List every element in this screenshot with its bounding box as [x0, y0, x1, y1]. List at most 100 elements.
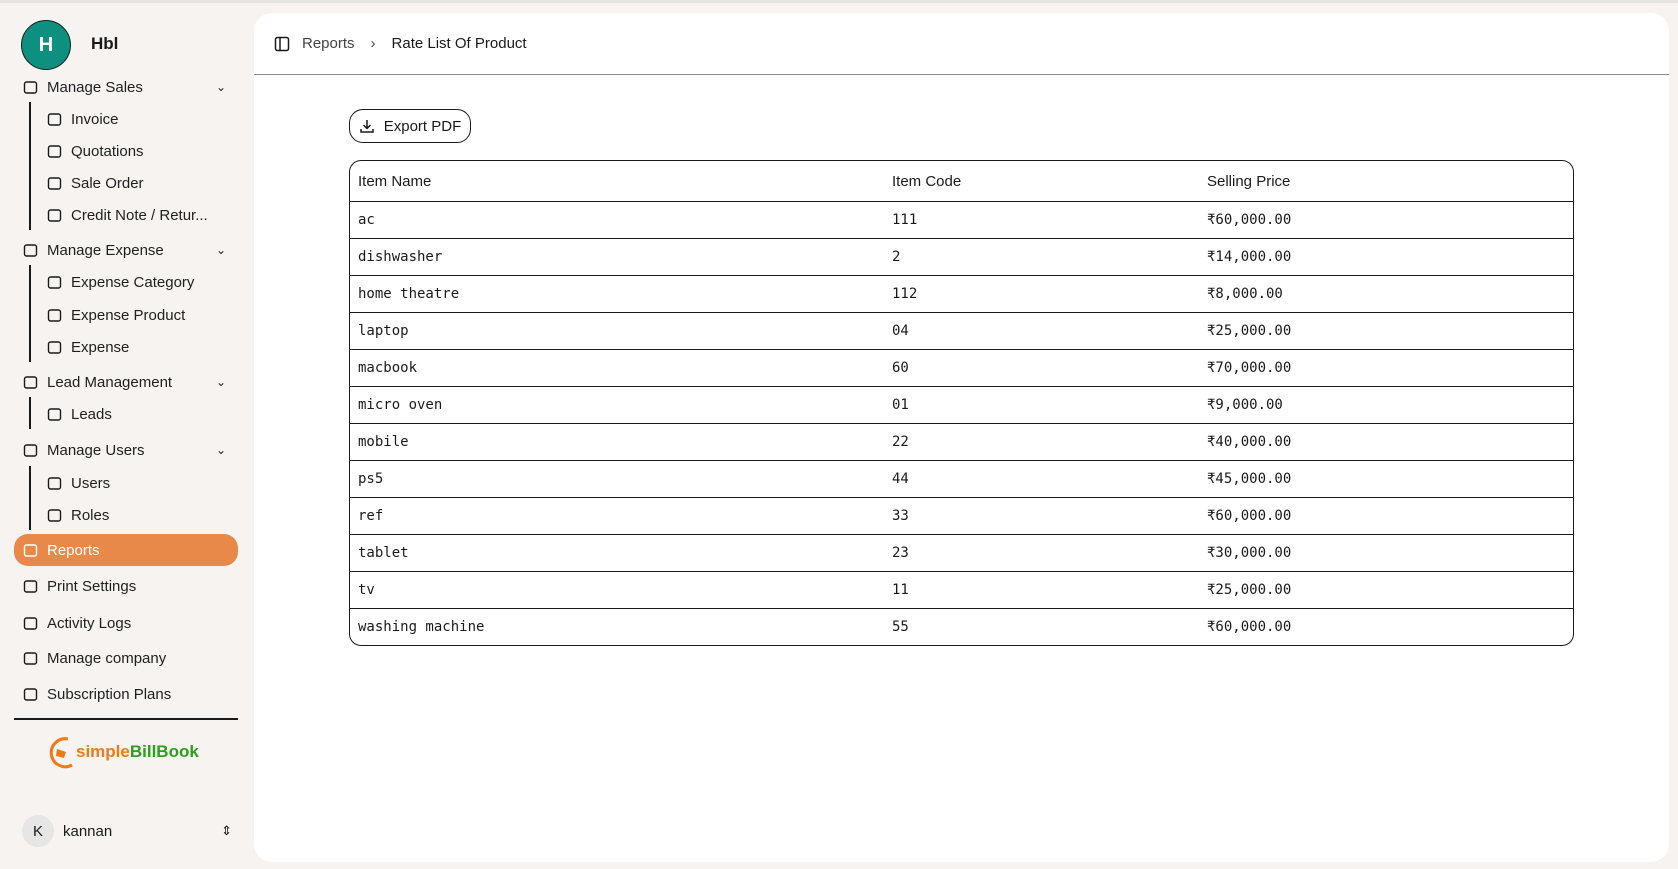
cell-item-code: 60 [892, 360, 909, 376]
sidebar-item-manage-users[interactable]: Manage Users ⌄ [14, 434, 238, 466]
logo-text-billbook: BillBook [129, 742, 199, 761]
cell-item-name: macbook [358, 360, 418, 376]
export-pdf-button[interactable]: Export PDF [349, 109, 471, 143]
sidebar-item-label: Leads [71, 405, 112, 423]
cell-item-name: home theatre [358, 286, 460, 302]
chevron-down-icon[interactable]: ⌄ [215, 243, 226, 257]
rupee-circle-icon [22, 79, 38, 95]
chevron-right-icon: › [370, 35, 376, 52]
credit-card-icon [22, 686, 38, 702]
cell-item-code: 23 [892, 545, 909, 561]
sidebar-item-expense-product[interactable]: Expense Product [38, 299, 238, 331]
sidebar-item-leads[interactable]: Leads [38, 398, 238, 430]
cell-item-name: tablet [358, 545, 409, 561]
sidebar-item-quotations[interactable]: Quotations [38, 135, 238, 167]
sidebar-item-label: Manage Sales [47, 78, 143, 96]
cell-item-code: 112 [892, 286, 918, 302]
sidebar-item-print-settings[interactable]: Print Settings [14, 570, 238, 602]
download-icon [359, 120, 374, 133]
cell-selling-price: ₹60,000.00 [1207, 619, 1292, 635]
sidebar-item-label: Manage Users [47, 441, 145, 459]
sidebar-item-label: Expense Category [71, 273, 195, 291]
sidebar-item-label: Reports [47, 541, 100, 559]
file-import-icon [46, 143, 62, 159]
undo-arrow-icon [46, 207, 62, 223]
table-row: micro oven 01 ₹9,000.00 [350, 386, 1573, 423]
sidebar-item-label: Manage company [47, 649, 167, 667]
org-name[interactable]: Hbl [91, 34, 119, 53]
cell-selling-price: ₹60,000.00 [1207, 508, 1292, 524]
file-log-icon [22, 615, 38, 631]
table-row: ref 33 ₹60,000.00 [350, 497, 1573, 534]
sidebar-item-manage-expense[interactable]: Manage Expense ⌄ [14, 234, 238, 266]
cell-selling-price: ₹70,000.00 [1207, 360, 1292, 376]
cell-item-name: mobile [358, 434, 409, 450]
cell-item-code: 04 [892, 323, 909, 339]
cell-item-code: 11 [892, 582, 909, 598]
user-pen-icon [46, 274, 62, 290]
table-row: laptop 04 ₹25,000.00 [350, 312, 1573, 349]
cell-item-code: 01 [892, 397, 909, 413]
cell-item-name: tv [358, 582, 375, 598]
cell-item-name: washing machine [358, 619, 485, 635]
sidebar-item-roles[interactable]: Roles [38, 499, 238, 531]
sidebar-item-label: Lead Management [47, 373, 173, 391]
chevrons-up-down-icon: ⇕ [221, 823, 232, 838]
sidebar: H Hbl Manage Sales ⌄ Invoice Quotations Sale… [0, 0, 254, 869]
chevron-down-icon[interactable]: ⌄ [215, 443, 226, 457]
printer-icon [22, 578, 38, 594]
tree-line [29, 397, 31, 429]
cell-item-name: micro oven [358, 397, 443, 413]
sidebar-item-label: Expense Product [71, 306, 186, 324]
cell-item-code: 33 [892, 508, 909, 524]
table-row: washing machine 55 ₹60,000.00 [350, 608, 1573, 645]
logo-text-simple: simple [76, 742, 130, 761]
sidebar-item-invoice[interactable]: Invoice [38, 103, 238, 135]
table-row: dishwasher 2 ₹14,000.00 [350, 238, 1573, 275]
breadcrumb-reports[interactable]: Reports [302, 35, 355, 52]
column-header-item-code: Item Code [892, 172, 962, 190]
table-row: ps5 44 ₹45,000.00 [350, 460, 1573, 497]
cell-item-code: 111 [892, 212, 918, 228]
sidebar-item-expense[interactable]: Expense [38, 331, 238, 363]
sidebar-item-manage-sales[interactable]: Manage Sales ⌄ [14, 71, 238, 103]
sidebar-item-label: Print Settings [47, 577, 137, 595]
sidebar-item-sale-order[interactable]: Sale Order [38, 167, 238, 199]
wallet-icon [46, 111, 62, 127]
cell-selling-price: ₹8,000.00 [1207, 286, 1283, 302]
org-avatar[interactable]: H [21, 20, 71, 70]
sidebar-item-credit-note-retur[interactable]: Credit Note / Retur... [38, 199, 238, 231]
cell-item-name: dishwasher [358, 249, 443, 265]
tree-line [29, 265, 31, 362]
sidebar-item-lead-management[interactable]: Lead Management ⌄ [14, 366, 238, 398]
sidebar-toggle-icon[interactable] [274, 36, 290, 52]
sidebar-item-manage-company[interactable]: Manage company [14, 642, 238, 674]
column-header-item-name: Item Name [358, 172, 432, 190]
main-content: Reports › Rate List Of Product Export PD… [254, 13, 1669, 862]
wallet-icon [46, 339, 62, 355]
chevron-down-icon[interactable]: ⌄ [215, 80, 226, 94]
sidebar-item-activity-logs[interactable]: Activity Logs [14, 607, 238, 639]
sidebar-item-label: Credit Note / Retur... [71, 206, 208, 224]
cell-item-name: laptop [358, 323, 409, 339]
table-row: tablet 23 ₹30,000.00 [350, 534, 1573, 571]
user-avatar: K [22, 815, 54, 847]
sidebar-item-expense-category[interactable]: Expense Category [38, 266, 238, 298]
cell-item-name: ps5 [358, 471, 384, 487]
sidebar-item-subscription-plans[interactable]: Subscription Plans [14, 678, 238, 710]
sidebar-item-label: Sale Order [71, 174, 144, 192]
sidebar-item-reports[interactable]: Reports [14, 534, 238, 566]
tree-line [29, 102, 31, 230]
report-chart-icon [22, 542, 38, 558]
sidebar-item-label: Users [71, 474, 111, 492]
table-header: Item Name Item Code Selling Price [350, 161, 1573, 201]
user-name: kannan [63, 822, 113, 840]
cell-selling-price: ₹25,000.00 [1207, 323, 1292, 339]
breadcrumb: Reports › Rate List Of Product [254, 13, 1669, 75]
chevron-down-icon[interactable]: ⌄ [215, 375, 226, 389]
user-menu[interactable]: K kannan ⇕ [22, 815, 232, 847]
contact-square-icon [46, 507, 62, 523]
sidebar-item-users[interactable]: Users [38, 467, 238, 499]
building-icon [22, 650, 38, 666]
sidebar-divider [14, 718, 238, 720]
